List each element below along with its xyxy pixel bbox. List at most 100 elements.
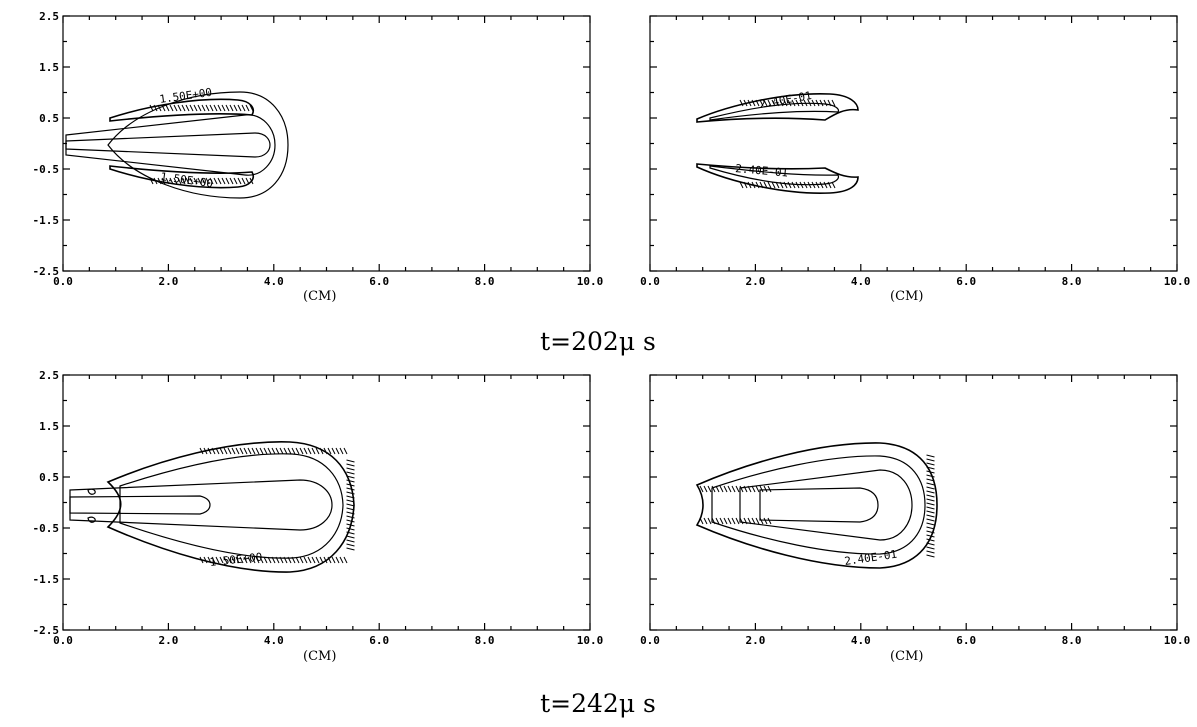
hatch-mark [787, 181, 792, 189]
hatch-mark [767, 99, 772, 107]
hatch-mark [755, 99, 760, 107]
hatch-mark [803, 99, 808, 107]
time-caption-top: t=202μ s [540, 327, 656, 356]
contour-mid [69, 479, 333, 531]
x-tick-label: 2.0 [745, 275, 765, 288]
axis-ticks [649, 15, 1178, 272]
hatch-mark [346, 499, 355, 503]
hatch-mark [819, 99, 824, 107]
hatch-mark [215, 556, 220, 564]
hatch-mark [223, 447, 228, 455]
hatch-mark [346, 491, 355, 495]
hatch-mark [185, 177, 190, 185]
hatch-mark [239, 447, 244, 455]
contour-hatching [199, 447, 355, 564]
hatch-mark [739, 181, 744, 189]
contour-hatching [149, 104, 254, 185]
hatch-mark [279, 447, 284, 455]
hatch-mark [315, 447, 320, 455]
hatch-mark [799, 181, 804, 189]
hatch-mark [255, 556, 260, 564]
contour-upper-lobe [696, 93, 859, 123]
hatch-mark [346, 495, 355, 499]
contour-mid-outer [711, 455, 926, 555]
hatch-mark [251, 556, 256, 564]
hatch-mark [287, 447, 292, 455]
hatch-mark [779, 181, 784, 189]
hatch-mark [247, 556, 252, 564]
hatch-mark [926, 514, 935, 518]
hatch-mark [295, 556, 300, 564]
hatch-mark [346, 463, 355, 467]
hatch-mark [271, 447, 276, 455]
tick-labels: 0.0 2.0 4.0 6.0 8.0 10.0 2.5 1.5 0.5 -0.5 -1.5 -2.5 [33, 369, 604, 647]
hatch-mark [217, 104, 222, 112]
hatch-mark [771, 99, 776, 107]
contour-set [695, 442, 938, 569]
contour-set [696, 93, 859, 194]
hatch-mark [795, 181, 800, 189]
hatch-mark [703, 485, 708, 493]
hatch-mark [311, 447, 316, 455]
x-tick-label: 6.0 [956, 275, 976, 288]
contour-mid-outer [119, 453, 344, 559]
hatch-mark [153, 104, 158, 112]
hatch-mark [346, 459, 355, 463]
hatch-mark [295, 447, 300, 455]
contour-upper-lobe-inner [709, 102, 840, 121]
hatch-mark [751, 517, 756, 525]
hatch-mark [249, 177, 254, 185]
hatch-mark [201, 104, 206, 112]
hatch-mark [275, 556, 280, 564]
hatch-mark [283, 556, 288, 564]
x-tick-label: 8.0 [1062, 634, 1082, 647]
hatch-mark [239, 556, 244, 564]
hatch-mark [346, 523, 355, 527]
hatch-mark [926, 530, 935, 534]
contour-outer [695, 442, 938, 569]
hatch-mark [791, 181, 796, 189]
hatch-mark [715, 485, 720, 493]
y-tick-label: 0.5 [39, 112, 59, 125]
x-tick-label: 10.0 [1164, 634, 1191, 647]
x-axis-unit-label: (CM) [890, 649, 923, 664]
axis-ticks [62, 15, 591, 272]
contour-mid [65, 114, 276, 176]
hatch-mark [926, 474, 935, 478]
hatch-mark [926, 518, 935, 522]
hatch-mark [291, 447, 296, 455]
hatch-mark [763, 485, 768, 493]
tick-labels: 0.0 2.0 4.0 6.0 8.0 10.0 [640, 634, 1190, 647]
hatch-mark [346, 507, 355, 511]
y-tick-label: -0.5 [33, 522, 60, 535]
hatch-mark [235, 447, 240, 455]
contour-inner [65, 132, 271, 158]
hatch-mark [207, 556, 212, 564]
hatch-mark [926, 482, 935, 486]
hatch-mark [779, 99, 784, 107]
contour-set [65, 91, 289, 199]
hatch-mark [346, 483, 355, 487]
hatch-mark [237, 104, 242, 112]
hatch-mark [323, 556, 328, 564]
hatch-mark [299, 556, 304, 564]
hatch-mark [249, 104, 254, 112]
hatch-mark [346, 475, 355, 479]
x-tick-label: 0.0 [640, 275, 660, 288]
hatch-mark [711, 485, 716, 493]
hatch-mark [926, 506, 935, 510]
hatch-mark [346, 487, 355, 491]
hatch-mark [201, 177, 206, 185]
hatch-mark [346, 531, 355, 535]
x-tick-label: 0.0 [53, 634, 73, 647]
hatch-mark [215, 447, 220, 455]
hatch-mark [346, 535, 355, 539]
hatch-mark [926, 538, 935, 542]
hatch-mark [193, 177, 198, 185]
panel-bottom-right: 0.0 2.0 4.0 6.0 8.0 10.0 (CM) 2.40E-01 [640, 374, 1190, 664]
hatch-mark [161, 177, 166, 185]
hatch-mark [759, 181, 764, 189]
y-tick-label: -2.5 [33, 624, 60, 637]
axis-ticks [649, 374, 1178, 631]
